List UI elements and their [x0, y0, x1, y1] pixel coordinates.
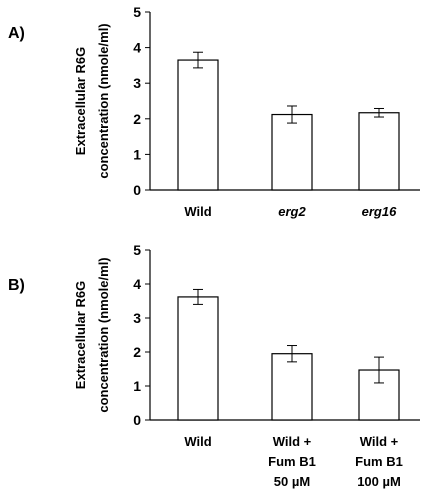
x-category-label: erg2 [278, 204, 306, 219]
x-category-label: Wild + [360, 434, 399, 449]
y-tick-label: 2 [133, 111, 141, 127]
y-tick-label: 0 [133, 412, 141, 428]
y-tick-label: 3 [133, 75, 141, 91]
y-axis-label: Extracellular R6G [73, 281, 88, 389]
y-tick-label: 0 [133, 182, 141, 198]
y-tick-label: 3 [133, 310, 141, 326]
x-category-label: Wild [184, 434, 211, 449]
bar [271, 113, 313, 191]
x-category-label: Fum B1 [355, 454, 403, 469]
y-tick-label: 2 [133, 344, 141, 360]
y-axis-label: concentration (nmole/ml) [96, 23, 111, 178]
y-axis-label: concentration (nmole/ml) [96, 257, 111, 412]
x-category-label: 100 µM [357, 474, 401, 489]
y-tick-label: 1 [133, 378, 141, 394]
x-category-label: Wild + [273, 434, 312, 449]
bar [271, 353, 313, 421]
y-tick-label: 4 [133, 40, 141, 56]
bar [177, 59, 219, 191]
panel-label: A) [8, 25, 25, 42]
y-tick-label: 1 [133, 146, 141, 162]
chart-panel-1: A) 0 1 2 3 4 5 Extracellular R6G concentration (… [8, 4, 420, 219]
y-tick-label: 5 [133, 242, 141, 258]
y-tick-label: 4 [133, 276, 141, 292]
panel-label: B) [8, 277, 25, 294]
x-category-label: 50 µM [274, 474, 310, 489]
y-tick-label: 5 [133, 4, 141, 20]
chart-panel-2: B) 0 1 2 3 4 5 Extracellular R6G concentration (… [8, 242, 420, 489]
x-category-label: Fum B1 [268, 454, 316, 469]
y-axis-label: Extracellular R6G [73, 47, 88, 155]
bar [358, 112, 400, 191]
bar [177, 296, 219, 421]
x-category-label: erg16 [362, 204, 397, 219]
x-category-label: Wild [184, 204, 211, 219]
